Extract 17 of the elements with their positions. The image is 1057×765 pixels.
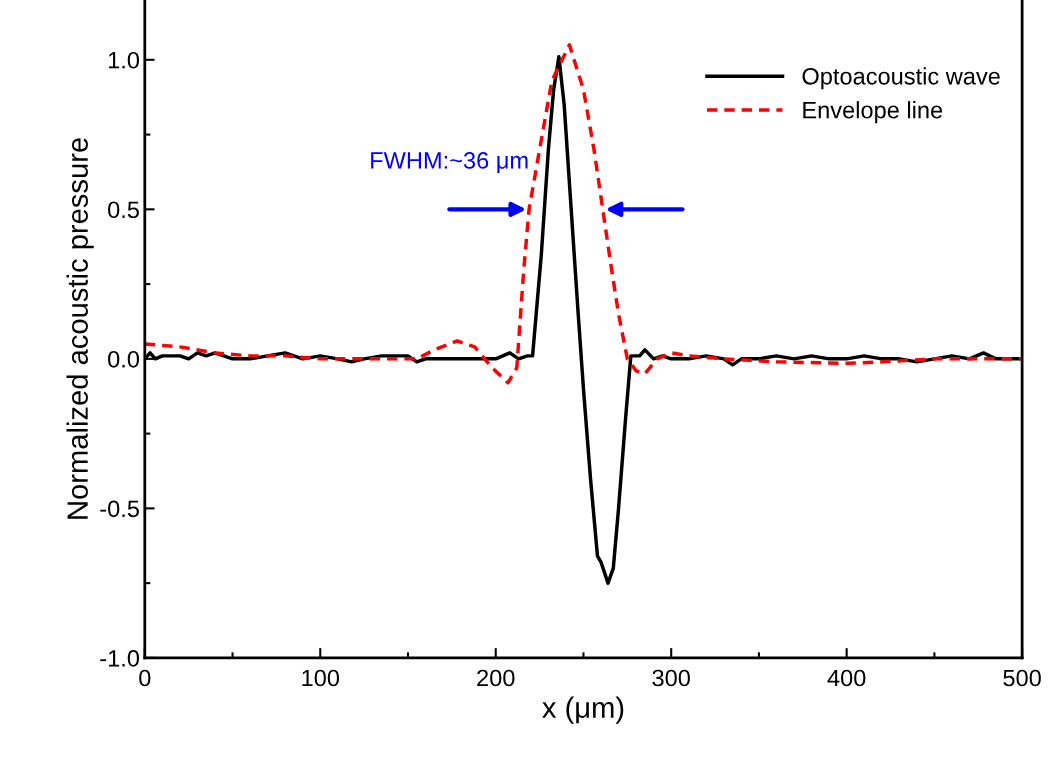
x-tick-label: 100 <box>302 669 340 687</box>
x-tick-label: 300 <box>652 669 690 687</box>
legend-label: Optoacoustic wave <box>802 67 1000 90</box>
x-tick-label: 400 <box>827 669 866 687</box>
x-tick-label: 500 <box>1003 669 1041 687</box>
line-series <box>144 43 1023 385</box>
y-axis-title: Normalized acoustic pressure <box>66 138 94 519</box>
annotation: FWHM:~36 μm <box>371 152 528 174</box>
y-tick-label: -0.5 <box>100 500 139 518</box>
x-tick-label: 0 <box>139 669 151 687</box>
y-tick-label: 0.5 <box>108 201 139 219</box>
legend-label: Envelope line <box>803 101 943 124</box>
y-tick-label: -1.0 <box>100 649 140 667</box>
y-tick-label: 0.0 <box>108 350 140 368</box>
x-tick-label: 200 <box>477 669 515 687</box>
y-tick-label: 1.0 <box>108 51 140 69</box>
x-axis-title: x (μm) <box>542 696 624 724</box>
